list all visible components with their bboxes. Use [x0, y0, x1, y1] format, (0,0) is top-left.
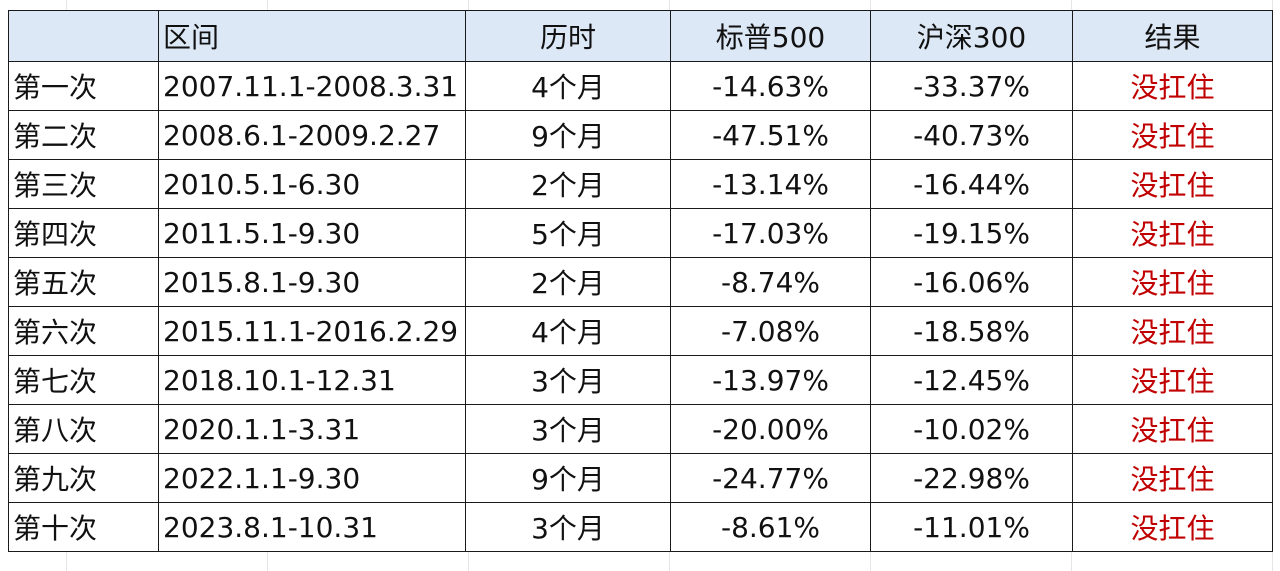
- table-cell: 4个月: [465, 306, 671, 356]
- header-cell: 结果: [1072, 10, 1273, 62]
- table-cell: 第二次: [8, 110, 159, 160]
- table-cell: 第一次: [8, 61, 159, 111]
- header-cell: 沪深300: [870, 10, 1073, 62]
- table-cell: 2008.6.1-2009.2.27: [158, 110, 466, 160]
- header-row: 区间 历时 标普500 沪深300 结果: [8, 10, 1273, 62]
- table-cell: -10.02%: [870, 404, 1073, 454]
- table-cell: 第六次: [8, 306, 159, 356]
- table-cell: 第七次: [8, 355, 159, 405]
- table-cell: 第三次: [8, 159, 159, 209]
- table-cell: -8.74%: [670, 257, 871, 307]
- table-cell: -47.51%: [670, 110, 871, 160]
- table-body: 第一次 2007.11.1-2008.3.31 4个月 -14.63% -33.37% 没…: [8, 61, 1273, 552]
- table-cell: -12.45%: [870, 355, 1073, 405]
- table-cell: -19.15%: [870, 208, 1073, 258]
- table-cell: 第九次: [8, 453, 159, 503]
- table-cell: -40.73%: [870, 110, 1073, 160]
- table-cell: -7.08%: [670, 306, 871, 356]
- table-cell: 3个月: [465, 355, 671, 405]
- table-cell: 没扛住: [1072, 110, 1273, 160]
- table-cell: 2020.1.1-3.31: [158, 404, 466, 454]
- table-cell: -33.37%: [870, 61, 1073, 111]
- table-row: 第二次 2008.6.1-2009.2.27 9个月 -47.51% -40.73% 没扛…: [8, 110, 1273, 160]
- table-row: 第十次 2023.8.1-10.31 3个月 -8.61% -11.01% 没扛住: [8, 502, 1273, 552]
- table-cell: 4个月: [465, 61, 671, 111]
- table-cell: 2018.10.1-12.31: [158, 355, 466, 405]
- table-cell: 2010.5.1-6.30: [158, 159, 466, 209]
- table-cell: 第四次: [8, 208, 159, 258]
- table-row: 第九次 2022.1.1-9.30 9个月 -24.77% -22.98% 没扛住: [8, 453, 1273, 503]
- table-cell: -22.98%: [870, 453, 1073, 503]
- table-cell: 2个月: [465, 257, 671, 307]
- table-cell: 2015.11.1-2016.2.29: [158, 306, 466, 356]
- header-cell: [8, 10, 159, 62]
- table-cell: 第十次: [8, 502, 159, 552]
- table-cell: 2015.8.1-9.30: [158, 257, 466, 307]
- table-row: 第三次 2010.5.1-6.30 2个月 -13.14% -16.44% 没扛住: [8, 159, 1273, 209]
- table-row: 第四次 2011.5.1-9.30 5个月 -17.03% -19.15% 没扛住: [8, 208, 1273, 258]
- table-cell: -16.06%: [870, 257, 1073, 307]
- table-cell: 2023.8.1-10.31: [158, 502, 466, 552]
- table-cell: 2007.11.1-2008.3.31: [158, 61, 466, 111]
- table-cell: 9个月: [465, 110, 671, 160]
- table-cell: -8.61%: [670, 502, 871, 552]
- table-cell: 没扛住: [1072, 355, 1273, 405]
- table-cell: -13.97%: [670, 355, 871, 405]
- table-cell: -17.03%: [670, 208, 871, 258]
- table-cell: -13.14%: [670, 159, 871, 209]
- table-cell: -16.44%: [870, 159, 1073, 209]
- data-table: 区间 历时 标普500 沪深300 结果 第一次 2007.11.1-2008.3.31 4…: [8, 10, 1273, 552]
- table-cell: 3个月: [465, 404, 671, 454]
- table-cell: 第八次: [8, 404, 159, 454]
- table-cell: -20.00%: [670, 404, 871, 454]
- table-cell: 没扛住: [1072, 159, 1273, 209]
- header-cell: 标普500: [670, 10, 871, 62]
- table-row: 第一次 2007.11.1-2008.3.31 4个月 -14.63% -33.37% 没…: [8, 61, 1273, 111]
- table-cell: 没扛住: [1072, 257, 1273, 307]
- table-cell: 没扛住: [1072, 404, 1273, 454]
- table-row: 第五次 2015.8.1-9.30 2个月 -8.74% -16.06% 没扛住: [8, 257, 1273, 307]
- table-cell: 2011.5.1-9.30: [158, 208, 466, 258]
- table-cell: -11.01%: [870, 502, 1073, 552]
- table-cell: 第五次: [8, 257, 159, 307]
- header-cell: 历时: [465, 10, 671, 62]
- table-cell: 2个月: [465, 159, 671, 209]
- table-cell: 没扛住: [1072, 502, 1273, 552]
- table-cell: 没扛住: [1072, 208, 1273, 258]
- table-cell: 没扛住: [1072, 61, 1273, 111]
- table-cell: -24.77%: [670, 453, 871, 503]
- table-cell: 没扛住: [1072, 453, 1273, 503]
- table-cell: -14.63%: [670, 61, 871, 111]
- table-cell: 9个月: [465, 453, 671, 503]
- table-row: 第六次 2015.11.1-2016.2.29 4个月 -7.08% -18.58% 没扛…: [8, 306, 1273, 356]
- table-cell: 5个月: [465, 208, 671, 258]
- table-cell: 2022.1.1-9.30: [158, 453, 466, 503]
- table-row: 第七次 2018.10.1-12.31 3个月 -13.97% -12.45% 没扛住: [8, 355, 1273, 405]
- table-cell: -18.58%: [870, 306, 1073, 356]
- table-row: 第八次 2020.1.1-3.31 3个月 -20.00% -10.02% 没扛住: [8, 404, 1273, 454]
- header-cell: 区间: [158, 10, 466, 62]
- table-cell: 3个月: [465, 502, 671, 552]
- table-cell: 没扛住: [1072, 306, 1273, 356]
